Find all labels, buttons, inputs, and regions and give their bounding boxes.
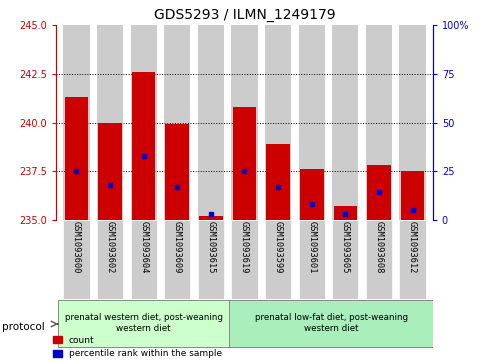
Bar: [165, 125, 189, 220]
Text: protocol: protocol: [2, 322, 45, 332]
Bar: [197, 220, 224, 299]
Bar: [333, 206, 356, 220]
Bar: [365, 220, 391, 299]
Text: GSM1093605: GSM1093605: [340, 221, 349, 274]
Bar: [97, 220, 123, 299]
Text: GSM1093604: GSM1093604: [139, 221, 148, 274]
Text: GSM1093612: GSM1093612: [407, 221, 416, 274]
Bar: [229, 301, 432, 347]
Text: GSM1093615: GSM1093615: [206, 221, 215, 274]
Bar: [399, 25, 425, 220]
Text: GSM1093602: GSM1093602: [105, 221, 114, 274]
Bar: [232, 107, 256, 220]
Bar: [264, 220, 291, 299]
Bar: [63, 220, 89, 299]
Text: prenatal low-fat diet, post-weaning
western diet: prenatal low-fat diet, post-weaning west…: [254, 313, 407, 333]
Bar: [400, 171, 424, 220]
Text: GSM1093619: GSM1093619: [240, 221, 248, 274]
Text: GSM1093599: GSM1093599: [273, 221, 282, 274]
Text: GSM1093608: GSM1093608: [374, 221, 383, 274]
Bar: [63, 25, 89, 220]
Bar: [399, 220, 425, 299]
Bar: [98, 122, 122, 220]
Text: prenatal western diet, post-weaning
western diet: prenatal western diet, post-weaning west…: [64, 313, 222, 333]
Bar: [231, 220, 257, 299]
Bar: [199, 216, 222, 220]
Bar: [231, 25, 257, 220]
Bar: [298, 220, 324, 299]
Bar: [366, 165, 390, 220]
Bar: [58, 301, 229, 347]
Title: GDS5293 / ILMN_1249179: GDS5293 / ILMN_1249179: [153, 8, 335, 22]
Bar: [130, 25, 157, 220]
Bar: [164, 25, 190, 220]
Legend: count, percentile rank within the sample: count, percentile rank within the sample: [53, 336, 222, 359]
Bar: [197, 25, 224, 220]
Bar: [130, 220, 157, 299]
Bar: [97, 25, 123, 220]
Bar: [132, 72, 155, 220]
Text: GSM1093609: GSM1093609: [172, 221, 182, 274]
Bar: [64, 97, 88, 220]
Bar: [266, 144, 289, 220]
Bar: [365, 25, 391, 220]
Bar: [331, 25, 358, 220]
Bar: [299, 169, 323, 220]
Bar: [298, 25, 324, 220]
Bar: [164, 220, 190, 299]
Text: GSM1093600: GSM1093600: [72, 221, 81, 274]
Bar: [331, 220, 358, 299]
Bar: [264, 25, 291, 220]
Text: GSM1093601: GSM1093601: [306, 221, 316, 274]
